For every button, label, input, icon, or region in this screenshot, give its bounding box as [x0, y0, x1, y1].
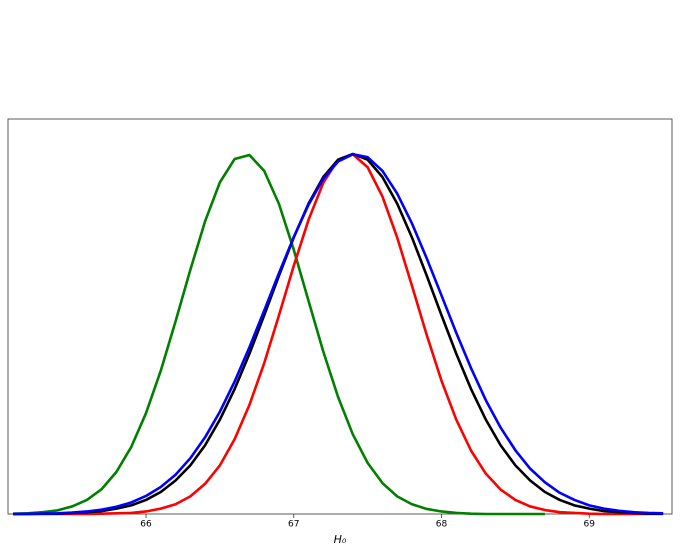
- plot-frame: [7, 118, 673, 515]
- series-line: [13, 152, 664, 516]
- x-tick-label: 67: [288, 520, 299, 530]
- series-line: [12, 152, 664, 516]
- series-line: [12, 153, 545, 516]
- series-line: [13, 152, 664, 516]
- x-axis-label: H₀: [334, 533, 347, 546]
- x-tick-label: 69: [584, 520, 596, 530]
- x-tick-label: 68: [436, 520, 448, 530]
- x-tick-label: 66: [140, 520, 152, 530]
